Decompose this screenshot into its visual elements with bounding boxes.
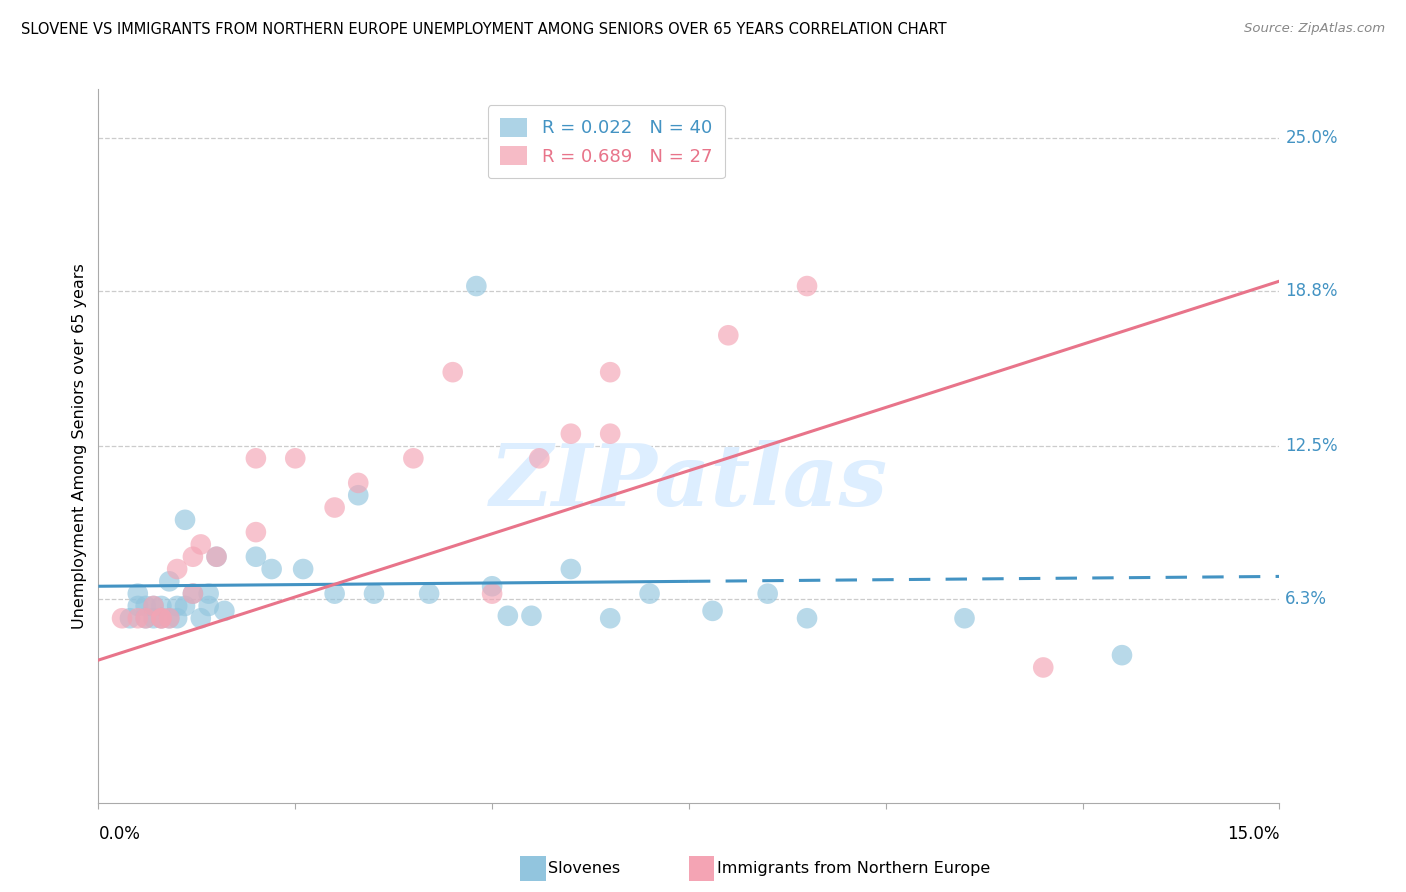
Point (214, 604, 236, 618)
Text: SLOVENE VS IMMIGRANTS FROM NORTHERN EUROPE UNEMPLOYMENT AMONG SENIORS OVER 65 YE: SLOVENE VS IMMIGRANTS FROM NORTHERN EURO… (21, 22, 946, 37)
Point (245, 525, 267, 540)
Point (190, 611, 212, 625)
Legend: R = 0.022   N = 40, R = 0.689   N = 27: R = 0.022 N = 40, R = 0.689 N = 27 (488, 105, 725, 178)
Text: 0.0%: 0.0% (98, 825, 141, 843)
Y-axis label: Unemployment Among Seniors over 65 years: Unemployment Among Seniors over 65 years (72, 263, 87, 629)
Point (560, 426, 582, 441)
Point (174, 599, 197, 613)
Text: 12.5%: 12.5% (1285, 437, 1339, 455)
Point (142, 599, 165, 613)
Point (190, 537, 212, 551)
Point (157, 611, 180, 625)
Point (205, 549, 228, 564)
Point (520, 608, 543, 623)
Point (150, 611, 173, 625)
Point (481, 587, 503, 601)
Point (284, 451, 307, 466)
Text: 15.0%: 15.0% (1227, 825, 1279, 843)
Point (1032, 660, 1054, 674)
Point (953, 611, 976, 625)
Point (150, 599, 173, 613)
Text: 6.3%: 6.3% (1285, 590, 1327, 607)
Point (702, 604, 724, 618)
Point (150, 611, 173, 625)
Point (157, 611, 180, 625)
Point (717, 328, 740, 343)
Point (174, 513, 197, 527)
Point (418, 587, 440, 601)
Text: 25.0%: 25.0% (1285, 129, 1339, 147)
Point (142, 599, 165, 613)
Point (323, 587, 346, 601)
Point (127, 611, 149, 625)
Point (181, 587, 204, 601)
Point (135, 611, 157, 625)
Text: Immigrants from Northern Europe: Immigrants from Northern Europe (717, 862, 990, 876)
Point (150, 611, 173, 625)
Point (142, 611, 165, 625)
Point (197, 587, 219, 601)
Point (496, 608, 519, 623)
Point (157, 574, 180, 589)
Point (1111, 648, 1133, 662)
Point (323, 500, 346, 515)
Text: Source: ZipAtlas.com: Source: ZipAtlas.com (1244, 22, 1385, 36)
Point (441, 365, 464, 379)
Point (166, 599, 188, 613)
Point (599, 611, 621, 625)
Text: ZIPatlas: ZIPatlas (489, 440, 889, 524)
Point (347, 475, 370, 490)
Point (118, 611, 141, 625)
Point (756, 587, 779, 601)
Point (529, 451, 551, 466)
Point (599, 365, 621, 379)
Point (111, 611, 134, 625)
Point (292, 562, 315, 576)
Point (135, 611, 157, 625)
Point (638, 587, 661, 601)
Point (181, 549, 204, 564)
Point (465, 279, 488, 293)
Point (205, 549, 228, 564)
Point (181, 587, 204, 601)
Point (481, 579, 503, 593)
Text: 18.8%: 18.8% (1285, 282, 1339, 300)
Point (796, 279, 818, 293)
Point (245, 451, 267, 466)
Point (127, 599, 149, 613)
Point (245, 549, 267, 564)
Point (260, 562, 283, 576)
Point (135, 599, 157, 613)
Point (560, 562, 582, 576)
Point (347, 488, 370, 502)
Point (127, 587, 149, 601)
Point (402, 451, 425, 466)
Text: Slovenes: Slovenes (548, 862, 620, 876)
Point (796, 611, 818, 625)
Point (166, 611, 188, 625)
Point (166, 562, 188, 576)
Point (363, 587, 385, 601)
Point (197, 599, 219, 613)
Point (599, 426, 621, 441)
